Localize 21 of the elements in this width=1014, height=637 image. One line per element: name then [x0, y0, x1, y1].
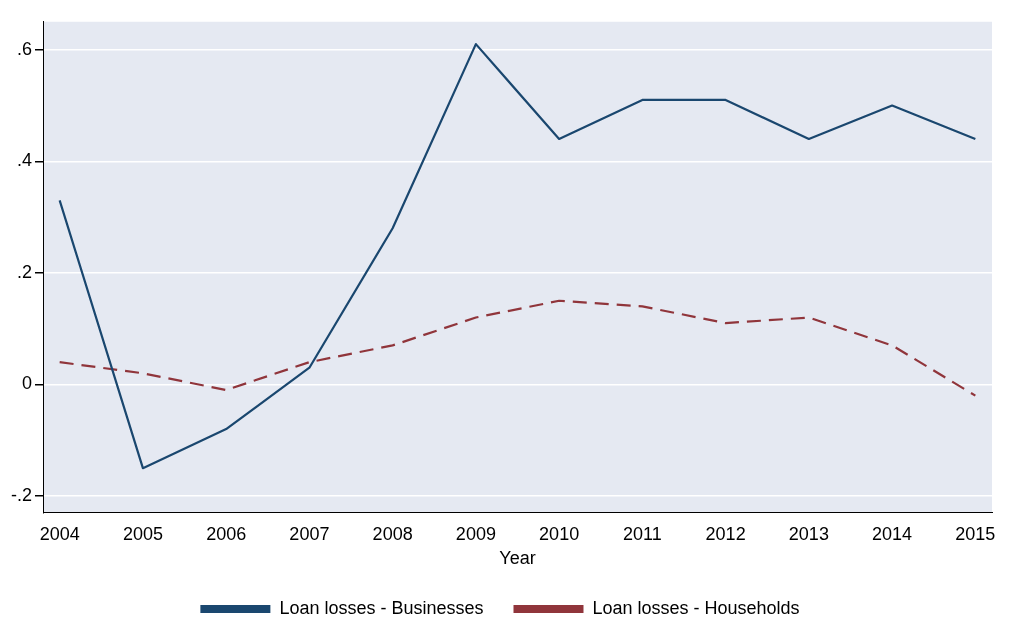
x-tick-label: 2011 — [623, 523, 662, 544]
x-axis-title: Year — [499, 548, 536, 569]
legend-label: Loan losses - Households — [592, 597, 800, 618]
line-series — [58, 299, 977, 397]
x-tick-label: 2004 — [39, 523, 80, 544]
y-tick-label: .4 — [16, 150, 33, 171]
x-tick-label: 2007 — [289, 523, 330, 544]
x-tick-label: 2008 — [372, 523, 413, 544]
legend-label: Loan losses - Businesses — [279, 597, 484, 618]
y-tick-label: .2 — [16, 261, 33, 282]
x-tick-label: 2013 — [788, 523, 829, 544]
x-tick-label: 2012 — [705, 523, 746, 544]
x-tick-label: 2009 — [455, 523, 496, 544]
y-tick-label: .6 — [16, 38, 33, 59]
y-tick-label: 0 — [21, 373, 33, 394]
x-tick-label: 2005 — [122, 523, 163, 544]
x-tick-label: 2015 — [955, 523, 996, 544]
x-tick-label: 2014 — [872, 523, 913, 544]
y-tick-label: -.2 — [10, 485, 33, 506]
x-tick-label: 2006 — [206, 523, 247, 544]
x-tick-label: 2010 — [539, 523, 580, 544]
